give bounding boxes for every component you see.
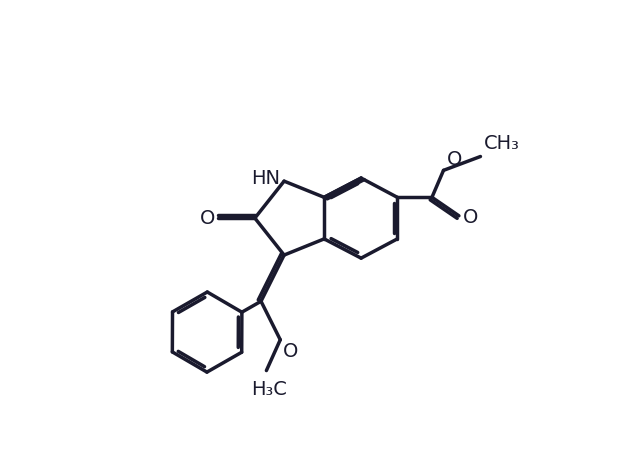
Text: H₃C: H₃C: [252, 380, 287, 399]
Text: HN: HN: [252, 169, 280, 188]
Text: O: O: [200, 209, 215, 227]
Text: CH₃: CH₃: [484, 134, 520, 153]
Text: O: O: [447, 150, 462, 169]
Text: O: O: [284, 342, 299, 361]
Text: O: O: [463, 208, 478, 227]
